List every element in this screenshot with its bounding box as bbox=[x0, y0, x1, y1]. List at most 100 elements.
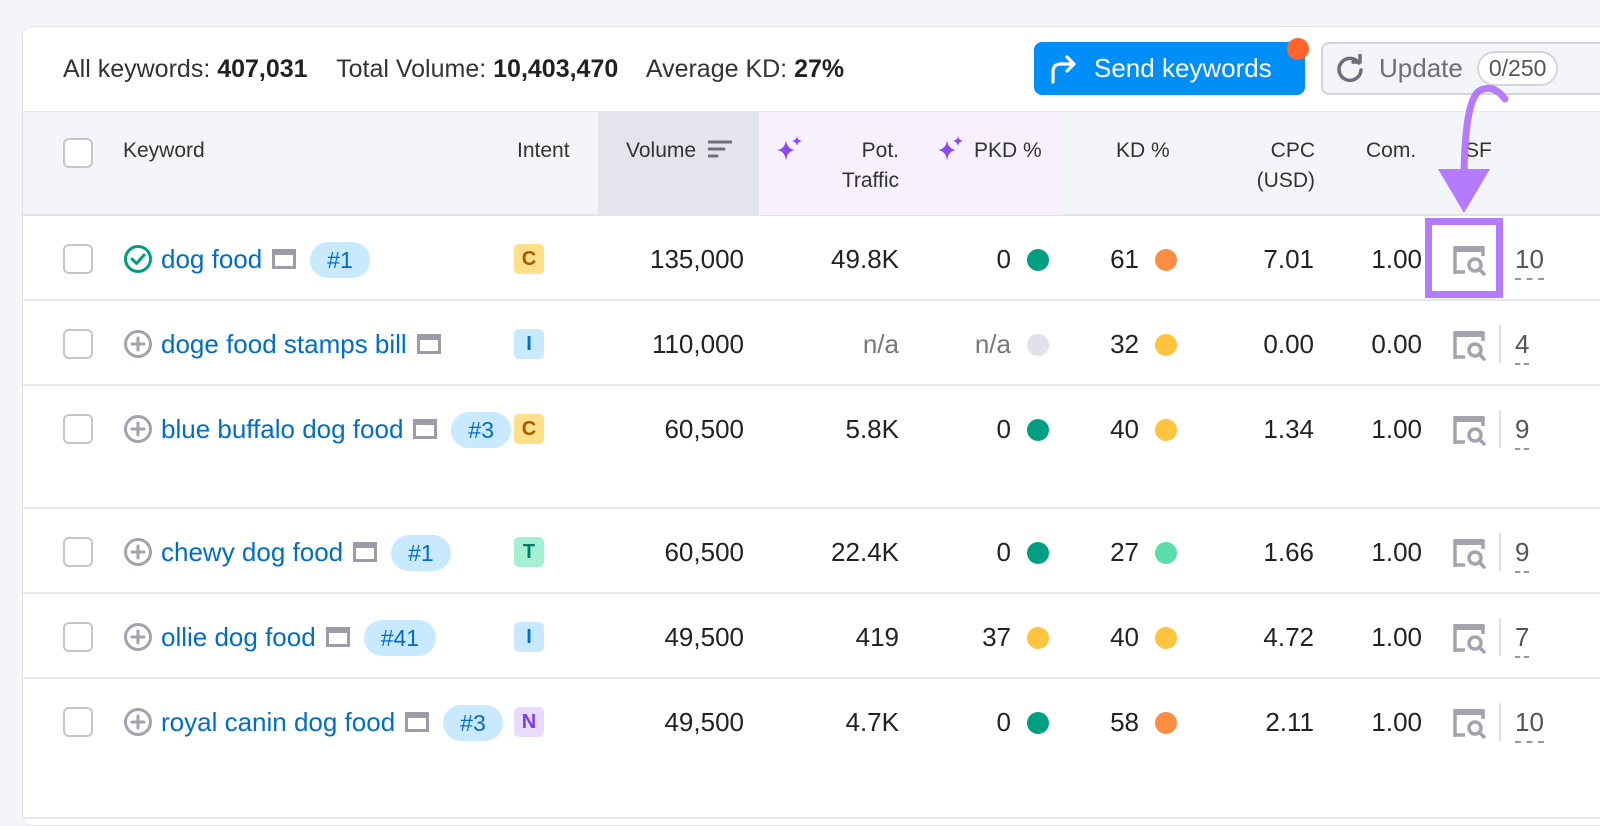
highlight-box bbox=[1425, 218, 1503, 298]
position-badge[interactable]: #3 bbox=[443, 705, 503, 741]
volume-value: 135,000 bbox=[650, 244, 744, 274]
keyword-link[interactable]: blue buffalo dog food bbox=[161, 414, 404, 444]
table-row: blue buffalo dog food #3 C 60,500 5.8K 0 … bbox=[23, 386, 1600, 509]
position-badge[interactable]: #41 bbox=[363, 620, 437, 656]
row-checkbox[interactable] bbox=[63, 707, 93, 737]
position-badge[interactable]: #3 bbox=[451, 412, 511, 448]
row-checkbox[interactable] bbox=[63, 329, 93, 359]
serp-icon[interactable] bbox=[353, 542, 378, 563]
column-volume[interactable]: Volume bbox=[626, 136, 733, 166]
kd-indicator-dot bbox=[1155, 627, 1177, 649]
pot-traffic-value: 419 bbox=[855, 622, 899, 652]
row-checkbox[interactable] bbox=[63, 537, 93, 567]
column-com[interactable]: Com. bbox=[1366, 139, 1417, 162]
ai-columns-bg bbox=[759, 112, 1063, 215]
intent-badge[interactable]: C bbox=[514, 414, 544, 444]
serp-features-icon[interactable] bbox=[1453, 244, 1487, 276]
serp-icon[interactable] bbox=[405, 712, 430, 733]
keyword-link[interactable]: dog food bbox=[161, 244, 263, 274]
serp-features-count[interactable]: 9 bbox=[1515, 410, 1530, 450]
volume-value: 110,000 bbox=[651, 329, 744, 359]
volume-value: 60,500 bbox=[664, 537, 744, 567]
row-checkbox[interactable] bbox=[63, 414, 93, 444]
add-circle-icon[interactable] bbox=[123, 537, 153, 567]
competition-value: 1.00 bbox=[1371, 244, 1422, 274]
column-pot-traffic[interactable]: Pot. Traffic bbox=[841, 139, 899, 192]
serp-icon[interactable] bbox=[272, 249, 297, 270]
column-keyword[interactable]: Keyword bbox=[123, 139, 205, 162]
select-all-checkbox[interactable] bbox=[63, 138, 93, 168]
refresh-icon bbox=[1337, 53, 1363, 82]
keyword-cell: dog food #1 bbox=[123, 240, 513, 278]
serp-features-icon[interactable] bbox=[1453, 707, 1487, 739]
serp-features-count[interactable]: 10 bbox=[1515, 240, 1544, 280]
update-count-badge: 0/250 bbox=[1476, 51, 1559, 86]
sort-descending-icon bbox=[707, 140, 733, 158]
row-checkbox[interactable] bbox=[63, 244, 93, 274]
column-intent[interactable]: Intent bbox=[517, 139, 570, 162]
keyword-link[interactable]: doge food stamps bill bbox=[161, 329, 407, 359]
row-checkbox[interactable] bbox=[63, 622, 93, 652]
total-volume-label: Total Volume: bbox=[336, 55, 487, 83]
table-row: doge food stamps bill I 110,000 n/a n/a … bbox=[23, 301, 1600, 386]
add-circle-icon[interactable] bbox=[123, 329, 153, 359]
competition-value: 0.00 bbox=[1371, 329, 1422, 359]
competition-value: 1.00 bbox=[1371, 414, 1422, 444]
send-keywords-label: Send keywords bbox=[1094, 53, 1272, 83]
intent-badge[interactable]: N bbox=[514, 707, 544, 737]
volume-value: 49,500 bbox=[664, 622, 744, 652]
pkd-indicator-dot bbox=[1027, 627, 1049, 649]
keyword-table-panel: All keywords: 407,031 Total Volume: 10,4… bbox=[22, 26, 1600, 826]
table-row: dog food #1 C 135,000 49.8K 0 61 7.01 1.0… bbox=[23, 216, 1600, 301]
pkd-value: 0 bbox=[996, 244, 1011, 274]
intent-badge[interactable]: I bbox=[514, 622, 544, 652]
serp-features-count[interactable]: 4 bbox=[1515, 325, 1530, 365]
kd-value: 40 bbox=[1110, 414, 1139, 444]
serp-features-icon[interactable] bbox=[1453, 414, 1487, 446]
serp-features-icon[interactable] bbox=[1453, 537, 1487, 569]
pot-traffic-value: 22.4K bbox=[831, 537, 899, 567]
intent-badge[interactable]: T bbox=[514, 537, 544, 567]
serp-icon[interactable] bbox=[325, 627, 350, 648]
average-kd-value: 27% bbox=[794, 55, 845, 83]
added-check-icon[interactable] bbox=[123, 244, 153, 274]
annotation-arrow bbox=[1438, 84, 1509, 213]
pkd-indicator-dot bbox=[1027, 334, 1049, 356]
send-keywords-button[interactable]: Send keywords bbox=[1034, 42, 1305, 95]
divider bbox=[1499, 703, 1501, 741]
pkd-value: 0 bbox=[996, 537, 1011, 567]
keyword-link[interactable]: royal canin dog food bbox=[161, 707, 396, 737]
cpc-value: 2.11 bbox=[1265, 707, 1314, 737]
pkd-value: 37 bbox=[982, 622, 1011, 652]
serp-icon[interactable] bbox=[413, 419, 438, 440]
serp-features-count[interactable]: 7 bbox=[1515, 618, 1530, 658]
add-circle-icon[interactable] bbox=[123, 622, 153, 652]
keyword-link[interactable]: chewy dog food bbox=[161, 537, 344, 567]
serp-features-count[interactable]: 10 bbox=[1515, 703, 1544, 743]
ai-sparkle-icon bbox=[777, 136, 802, 161]
intent-badge[interactable]: C bbox=[514, 244, 544, 274]
column-kd[interactable]: KD % bbox=[1116, 139, 1170, 162]
kd-indicator-dot bbox=[1155, 712, 1177, 734]
kd-value: 32 bbox=[1110, 329, 1139, 359]
kd-indicator-dot bbox=[1155, 249, 1177, 271]
serp-features-icon[interactable] bbox=[1453, 329, 1487, 361]
competition-value: 1.00 bbox=[1371, 707, 1422, 737]
position-badge[interactable]: #1 bbox=[391, 535, 451, 571]
serp-icon[interactable] bbox=[416, 334, 441, 355]
pkd-value: n/a bbox=[974, 329, 1011, 359]
column-sf[interactable]: SF bbox=[1465, 139, 1492, 162]
intent-badge[interactable]: I bbox=[514, 329, 544, 359]
serp-features-icon[interactable] bbox=[1453, 622, 1487, 654]
column-volume-label: Volume bbox=[626, 139, 697, 162]
add-circle-icon[interactable] bbox=[123, 707, 153, 737]
divider bbox=[1499, 325, 1501, 363]
competition-value: 1.00 bbox=[1371, 537, 1422, 567]
position-badge[interactable]: #1 bbox=[310, 242, 370, 278]
column-pkd[interactable]: PKD % bbox=[974, 139, 1042, 162]
keyword-link[interactable]: ollie dog food bbox=[161, 622, 316, 652]
add-circle-icon[interactable] bbox=[123, 414, 153, 444]
serp-features-count[interactable]: 9 bbox=[1515, 533, 1530, 573]
column-cpc[interactable]: CPC (USD) bbox=[1256, 139, 1315, 192]
update-button[interactable]: Update 0/250 bbox=[1321, 42, 1600, 95]
